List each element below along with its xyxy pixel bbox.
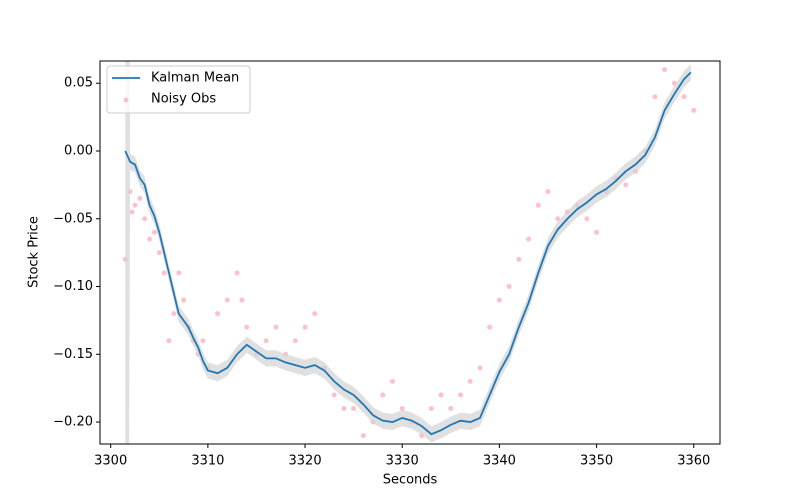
obs-point bbox=[438, 392, 444, 398]
obs-point bbox=[147, 236, 153, 242]
x-tick-label: 3360 bbox=[677, 454, 710, 469]
obs-point bbox=[594, 229, 600, 235]
obs-point bbox=[171, 311, 177, 317]
legend-label: Noisy Obs bbox=[151, 92, 216, 107]
obs-point bbox=[176, 270, 182, 276]
obs-point bbox=[506, 284, 512, 290]
obs-point bbox=[129, 209, 135, 215]
x-axis-label: Seconds bbox=[383, 473, 438, 488]
obs-point bbox=[331, 392, 337, 398]
obs-point bbox=[584, 216, 590, 222]
legend-marker bbox=[123, 97, 129, 103]
obs-point bbox=[200, 338, 206, 344]
obs-point bbox=[263, 338, 269, 344]
y-axis-label: Stock Price bbox=[27, 216, 42, 288]
obs-point bbox=[312, 311, 318, 317]
obs-point bbox=[161, 270, 167, 276]
legend-box bbox=[106, 65, 251, 114]
obs-point bbox=[380, 392, 386, 398]
x-tick-label: 3350 bbox=[580, 454, 613, 469]
obs-point bbox=[623, 182, 629, 188]
obs-point bbox=[555, 216, 561, 222]
obs-point bbox=[244, 324, 250, 330]
obs-point bbox=[273, 324, 279, 330]
y-tick-label: −0.20 bbox=[53, 415, 93, 430]
obs-point bbox=[166, 338, 172, 344]
obs-point bbox=[360, 433, 366, 439]
obs-point bbox=[487, 324, 493, 330]
obs-point bbox=[516, 256, 522, 262]
obs-point bbox=[467, 378, 473, 384]
obs-point bbox=[526, 236, 532, 242]
obs-point bbox=[224, 297, 230, 303]
obs-point bbox=[477, 365, 483, 371]
obs-point bbox=[535, 202, 541, 208]
axes-frame bbox=[99, 60, 721, 445]
x-tick-label: 3330 bbox=[386, 454, 419, 469]
obs-point bbox=[341, 405, 347, 411]
x-tick-label: 3320 bbox=[289, 454, 322, 469]
legend-label: Kalman Mean bbox=[151, 71, 239, 86]
obs-point bbox=[448, 405, 454, 411]
obs-point bbox=[142, 216, 148, 222]
obs-point bbox=[681, 94, 687, 100]
obs-point bbox=[151, 229, 157, 235]
obs-point bbox=[292, 338, 298, 344]
obs-point bbox=[691, 107, 697, 113]
obs-point bbox=[351, 405, 357, 411]
obs-point bbox=[156, 250, 162, 256]
obs-point bbox=[652, 94, 658, 100]
y-tick-label: −0.05 bbox=[53, 211, 93, 226]
obs-point bbox=[399, 405, 405, 411]
obs-point bbox=[662, 67, 668, 73]
obs-point bbox=[545, 189, 551, 195]
x-tick-label: 3340 bbox=[483, 454, 516, 469]
obs-point bbox=[302, 324, 308, 330]
y-tick-label: −0.10 bbox=[53, 279, 93, 294]
obs-point bbox=[496, 297, 502, 303]
obs-point bbox=[234, 270, 240, 276]
x-tick-label: 3300 bbox=[94, 454, 127, 469]
y-tick-label: −0.15 bbox=[53, 347, 93, 362]
x-tick-label: 3310 bbox=[191, 454, 224, 469]
obs-point bbox=[181, 297, 187, 303]
obs-point bbox=[132, 202, 138, 208]
obs-point bbox=[390, 378, 396, 384]
plot-area bbox=[122, 61, 697, 444]
obs-point bbox=[137, 195, 143, 201]
y-tick-label: 0.05 bbox=[64, 76, 93, 91]
legend: Kalman Mean Noisy Obs bbox=[106, 65, 251, 114]
obs-point bbox=[428, 405, 434, 411]
obs-point bbox=[239, 297, 245, 303]
obs-point bbox=[215, 311, 221, 317]
y-tick-label: 0.00 bbox=[64, 143, 93, 158]
mean-line bbox=[124, 71, 692, 436]
obs-point bbox=[458, 392, 464, 398]
